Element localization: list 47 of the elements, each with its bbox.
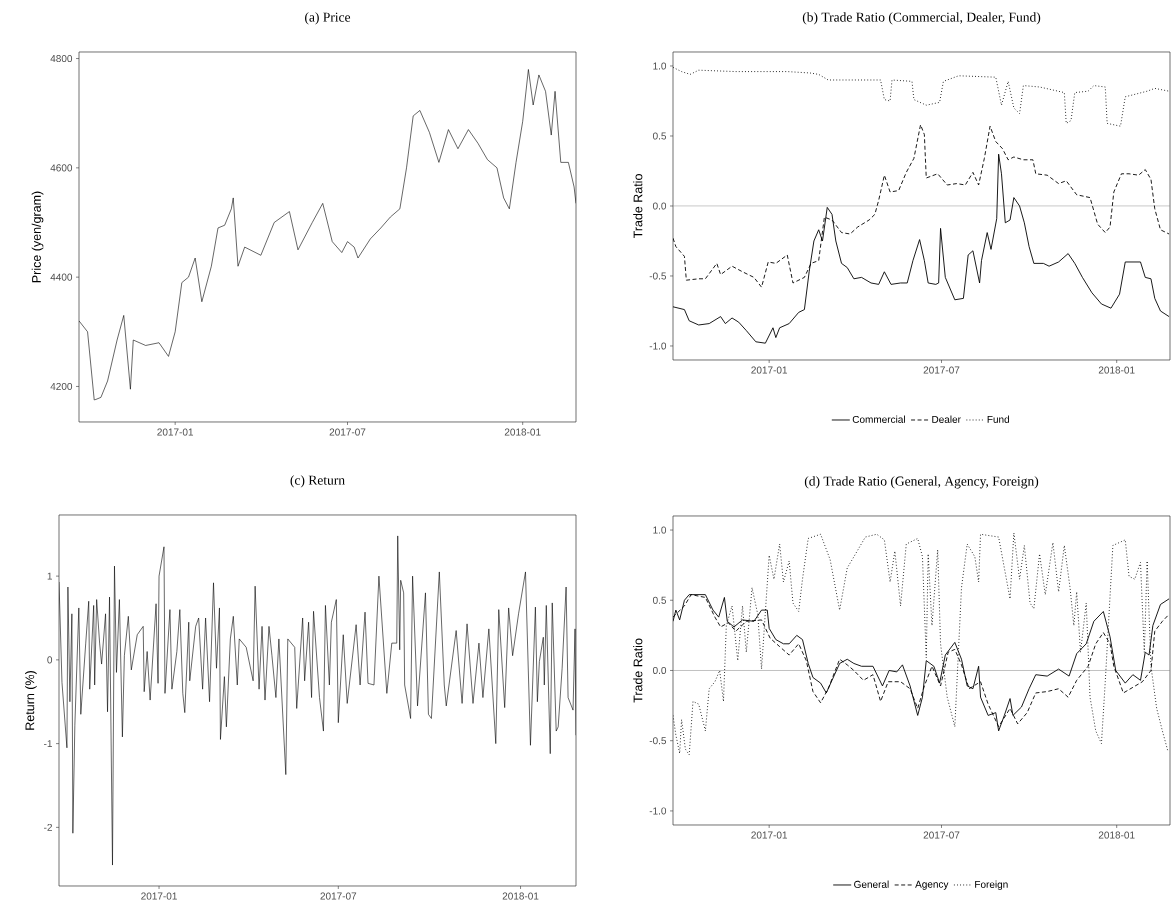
- legend-label: Dealer: [932, 415, 961, 423]
- x-tick-label: 2017-07: [329, 428, 366, 436]
- legend-label: Foreign: [975, 880, 1008, 890]
- y-tick-label: -2: [44, 823, 52, 831]
- line-series: [673, 532, 1169, 756]
- chart-title: (a) Price: [305, 12, 351, 25]
- x-tick-label: 2018-01: [504, 428, 541, 436]
- y-tick-label: 1.0: [653, 526, 667, 534]
- legend-label: General: [854, 880, 889, 888]
- y-tick-label: 0.0: [652, 202, 667, 210]
- y-tick-label: 0.5: [652, 132, 667, 140]
- y-axis-title: Price (yen/gram): [31, 191, 44, 283]
- chart-title: (c) Return: [290, 475, 345, 488]
- y-axis-title: Trade Ratio: [633, 638, 643, 703]
- x-tick-label: 2017-01: [751, 831, 788, 839]
- y-tick-label: 0.0: [652, 666, 667, 675]
- x-tick-label: 2017-07: [923, 366, 960, 374]
- y-tick-label: 4800: [50, 55, 73, 63]
- y-tick-label: 0: [47, 656, 53, 664]
- y-tick-label: 0.5: [652, 596, 667, 604]
- y-tick-label: -0.5: [649, 737, 667, 745]
- x-tick-label: 2018-01: [1098, 831, 1135, 839]
- x-tick-label: 2017-07: [320, 892, 357, 900]
- y-tick-label: 1.0: [653, 62, 667, 70]
- legend-label: Agency: [915, 880, 949, 890]
- legend-label: Fund: [987, 415, 1010, 423]
- x-tick-label: 2017-01: [141, 892, 177, 900]
- y-tick-label: 4400: [50, 273, 73, 281]
- y-tick-label: -1.0: [649, 342, 667, 350]
- line-series: [59, 535, 576, 866]
- y-tick-label: 4200: [50, 382, 73, 390]
- x-tick-label: 2018-01: [1098, 366, 1135, 374]
- y-tick-label: -1.0: [649, 807, 667, 815]
- chart-title: (d) Trade Ratio (General, Agency, Foreign): [804, 476, 1039, 489]
- x-tick-label: 2018-01: [502, 892, 539, 900]
- line-series: [79, 69, 576, 401]
- x-tick-label: 2017-01: [751, 366, 788, 374]
- legend-label: Commercial: [852, 415, 905, 423]
- x-tick-label: 2017-01: [157, 428, 194, 436]
- y-tick-label: -0.5: [649, 272, 667, 280]
- y-axis-title: Trade Ratio: [633, 174, 643, 239]
- y-tick-label: 4600: [50, 164, 73, 172]
- chart-title: (b) Trade Ratio (Commercial, Dealer, Fund): [802, 12, 1041, 25]
- y-tick-label: -1: [44, 740, 52, 748]
- y-tick-label: 1: [47, 572, 52, 580]
- y-axis-title: Return (%): [25, 671, 37, 730]
- x-tick-label: 2017-07: [923, 831, 960, 839]
